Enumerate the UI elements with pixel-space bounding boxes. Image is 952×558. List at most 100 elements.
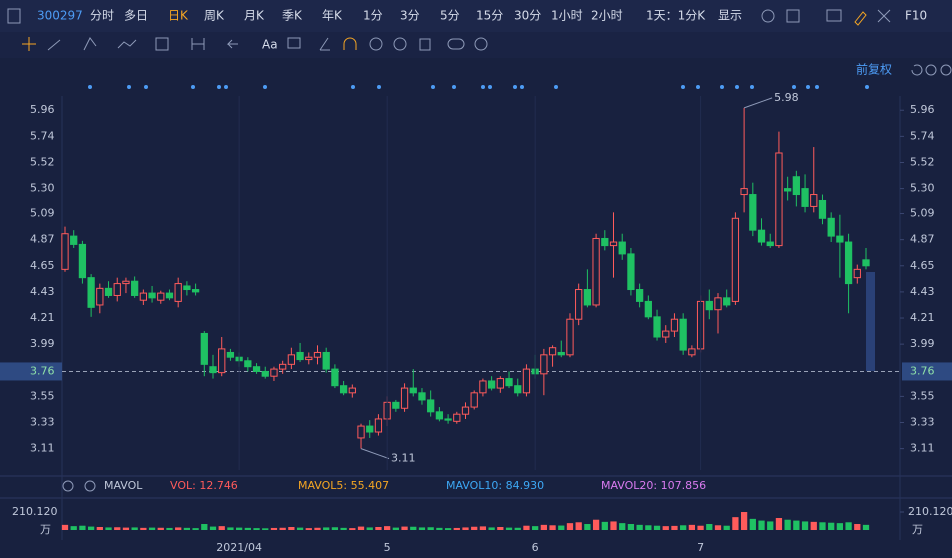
measure-tool[interactable] [191, 38, 205, 50]
toolbar-tab[interactable]: 300297 [37, 9, 83, 23]
event-marker[interactable] [681, 85, 685, 89]
checkbox[interactable] [786, 9, 800, 23]
candle-body [792, 176, 800, 196]
link-tool[interactable] [447, 38, 465, 50]
volume-bar [357, 526, 365, 530]
volume-bar [331, 527, 339, 530]
volume-bar [645, 525, 652, 530]
candle-body [566, 318, 574, 356]
hide-tool[interactable] [393, 37, 407, 51]
event-marker[interactable] [792, 85, 796, 89]
camera-icon[interactable] [826, 9, 842, 22]
fullscreen-icon[interactable] [877, 9, 891, 23]
toolbar-tab[interactable]: 多日 [124, 9, 148, 23]
indicator-name: MAVOL [104, 479, 143, 492]
event-marker[interactable] [513, 85, 517, 89]
event-marker[interactable] [806, 85, 810, 89]
volume-bar [375, 527, 382, 530]
candle-body [818, 199, 827, 219]
annotation-leader [360, 448, 390, 460]
reset-icon[interactable] [911, 64, 923, 76]
event-marker[interactable] [554, 85, 558, 89]
arrow-tool[interactable] [226, 39, 238, 49]
line-tool[interactable] [47, 39, 61, 51]
indicator-close[interactable] [84, 480, 96, 492]
adjust-button[interactable]: 前复权 [856, 62, 892, 77]
event-marker[interactable] [452, 85, 456, 89]
f10-button[interactable]: F10 [905, 9, 927, 23]
event-marker[interactable] [481, 85, 485, 89]
volume-bar [584, 524, 591, 530]
candle-body [209, 366, 217, 374]
event-marker[interactable] [520, 85, 524, 89]
delete-tool[interactable] [419, 38, 431, 51]
event-marker[interactable] [431, 85, 435, 89]
toolbar-tab[interactable]: 30分 [514, 9, 541, 23]
event-marker[interactable] [735, 85, 739, 89]
event-marker[interactable] [815, 85, 819, 89]
candle-body [366, 425, 374, 433]
settings-icon[interactable] [761, 9, 775, 23]
channel-tool[interactable] [83, 37, 97, 51]
event-marker[interactable] [217, 85, 221, 89]
current-price-label: 3.76 [30, 364, 55, 377]
magnet-tool[interactable] [343, 37, 357, 50]
toolbar-tab[interactable]: 季K [282, 9, 303, 23]
event-marker[interactable] [144, 85, 148, 89]
event-marker[interactable] [696, 85, 700, 89]
note-tool[interactable] [287, 37, 301, 49]
event-marker[interactable] [750, 85, 754, 89]
candle-body [557, 351, 565, 356]
event-marker[interactable] [224, 85, 228, 89]
candle-body [505, 378, 513, 387]
pen-icon[interactable] [854, 11, 867, 26]
toolbar-tab[interactable]: 分时 [90, 9, 114, 23]
event-marker[interactable] [720, 85, 724, 89]
volume-bar [349, 528, 356, 530]
event-marker[interactable] [865, 85, 869, 89]
zoom-out-icon[interactable] [925, 64, 937, 76]
toolbar-tab[interactable]: 2小时 [591, 9, 623, 23]
wave-tool[interactable] [117, 39, 137, 49]
toolbar-tab[interactable]: 1小时 [551, 9, 583, 23]
toolbar-tab[interactable]: 15分 [476, 9, 503, 23]
toolbar-tab[interactable]: 显示 [718, 9, 742, 23]
shape-tool[interactable] [155, 37, 169, 51]
volume-bar [87, 526, 95, 530]
toolbar-tab[interactable]: 1天：1分K [646, 9, 706, 23]
event-marker[interactable] [263, 85, 267, 89]
zoom-in-icon[interactable] [940, 64, 952, 76]
indicator-value: MAVOL5: 55.407 [298, 479, 389, 492]
volume-bar [244, 527, 251, 530]
event-marker[interactable] [127, 85, 131, 89]
volume-bar [801, 521, 809, 530]
toolbar-tab[interactable]: 月K [244, 9, 265, 23]
angle-tool[interactable] [319, 37, 330, 51]
y-tick-label: 5.74 [30, 129, 55, 142]
indicator-settings[interactable] [62, 480, 74, 492]
event-marker[interactable] [191, 85, 195, 89]
volume-bar [549, 525, 556, 530]
candle-body [836, 235, 844, 243]
toolbar-tab[interactable]: 3分 [400, 9, 420, 23]
lock-tool[interactable] [369, 37, 383, 51]
toolbar-tab[interactable]: 1分 [363, 9, 383, 23]
toolbar-tab[interactable]: 周K [204, 9, 225, 23]
event-marker[interactable] [377, 85, 381, 89]
toolbar-tab[interactable]: 日K [168, 9, 189, 23]
toolbar-tab[interactable]: 5分 [440, 9, 460, 23]
settings-tool[interactable] [474, 37, 488, 51]
toolbar-tab[interactable]: 年K [322, 9, 343, 23]
event-marker[interactable] [88, 85, 92, 89]
volume-bar [558, 525, 565, 530]
volume-bar [627, 524, 635, 530]
sidebar-icon[interactable] [7, 8, 21, 24]
volume-bar [288, 527, 295, 530]
text-tool[interactable]: Aa [262, 38, 278, 52]
event-marker[interactable] [351, 85, 355, 89]
y-tick-label: 4.87 [910, 233, 935, 246]
candle-body [635, 289, 644, 302]
y-tick-label: 3.11 [910, 442, 935, 455]
event-marker[interactable] [488, 85, 492, 89]
crosshair-tool[interactable] [22, 37, 36, 51]
